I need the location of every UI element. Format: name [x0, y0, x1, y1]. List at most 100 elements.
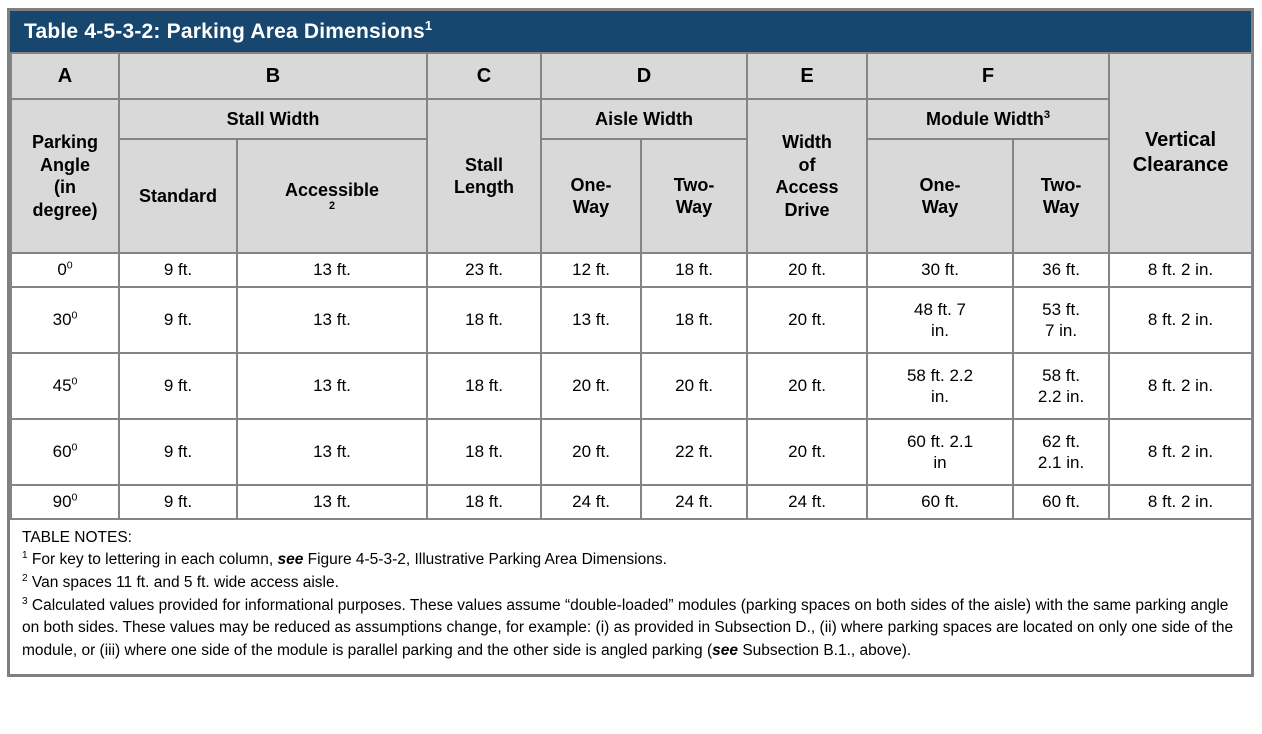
note-text-segment: Van spaces 11 ft. and 5 ft. wide access …: [31, 574, 339, 592]
table-row: 600 9 ft. 13 ft. 18 ft. 20 ft. 22 ft. 20 ft. 60…: [10, 418, 1254, 486]
cell-standard: 9 ft.: [118, 252, 238, 288]
header-standard: Standard: [118, 138, 238, 254]
column-letter-f: F: [866, 52, 1111, 100]
cell-aisle-one-way: 20 ft.: [540, 418, 643, 486]
column-letter-row: A B C D E F Vertical Clearance: [10, 52, 1254, 254]
notes-list: 1 For key to lettering in each column, s…: [22, 549, 1239, 662]
table-header: A B C D E F Vertical Clearance Parking A…: [10, 52, 1254, 254]
table-notes: TABLE NOTES: 1 For key to lettering in e…: [10, 520, 1251, 675]
note-footnote-marker: 3: [22, 595, 28, 607]
cell-stall-length: 18 ft.: [426, 418, 543, 486]
note-text-segment: Figure 4-5-3-2, Illustrative Parking Are…: [303, 551, 667, 569]
cell-standard: 9 ft.: [118, 286, 238, 354]
note-text-segment: Subsection B.1., above).: [738, 641, 912, 659]
header-sub-row: Standard Accessible 2 One- Way Two- Way O…: [11, 138, 1252, 254]
header-module-one-way: One- Way: [866, 138, 1015, 254]
cell-angle: 900: [10, 484, 120, 520]
cell-angle: 00: [10, 252, 120, 288]
cell-access-drive: 20 ft.: [746, 352, 869, 420]
cell-aisle-two-way: 20 ft.: [640, 352, 749, 420]
cell-module-two-way: 58 ft. 2.2 in.: [1012, 352, 1111, 420]
dimensions-table: A B C D E F Vertical Clearance Parking A…: [10, 52, 1254, 520]
cell-aisle-one-way: 12 ft.: [540, 252, 643, 288]
cell-aisle-two-way: 22 ft.: [640, 418, 749, 486]
column-letter-e: E: [746, 52, 869, 100]
table-title-footnote-marker: 1: [424, 18, 433, 33]
note-text-segment: see: [712, 641, 739, 659]
cell-vertical-clearance: 8 ft. 2 in.: [1108, 352, 1254, 420]
cell-accessible: 13 ft.: [235, 286, 429, 354]
degree-superscript: 0: [71, 441, 78, 454]
cell-module-two-way: 60 ft.: [1012, 484, 1111, 520]
cell-stall-length: 18 ft.: [426, 352, 543, 420]
column-letter-b: B: [117, 52, 429, 100]
cell-aisle-one-way: 20 ft.: [540, 352, 643, 420]
cell-stall-length: 18 ft.: [426, 484, 543, 520]
cell-access-drive: 20 ft.: [746, 418, 869, 486]
cell-accessible: 13 ft.: [235, 418, 429, 486]
cell-angle: 450: [10, 352, 120, 420]
table-note: 2 Van spaces 11 ft. and 5 ft. wide acces…: [22, 572, 1239, 595]
table-title-bar: Table 4-5-3-2: Parking Area Dimensions1: [10, 11, 1251, 52]
table-note: 3 Calculated values provided for informa…: [22, 595, 1239, 663]
cell-standard: 9 ft.: [118, 352, 238, 420]
cell-access-drive: 20 ft.: [746, 252, 869, 288]
header-parking-angle: Parking Angle (in degree): [10, 98, 120, 254]
cell-angle: 600: [10, 418, 120, 486]
cell-module-one-way: 30 ft.: [866, 252, 1015, 288]
cell-module-one-way: 48 ft. 7 in.: [866, 286, 1015, 354]
header-accessible: Accessible 2: [235, 138, 429, 254]
note-text-segment: see: [277, 551, 304, 569]
table-row: 300 9 ft. 13 ft. 18 ft. 13 ft. 18 ft. 20 ft. 48…: [10, 286, 1254, 354]
cell-vertical-clearance: 8 ft. 2 in.: [1108, 418, 1254, 486]
notes-heading: TABLE NOTES:: [22, 529, 132, 546]
cell-module-two-way: 36 ft.: [1012, 252, 1111, 288]
cell-accessible: 13 ft.: [235, 484, 429, 520]
column-letter-a: A: [10, 52, 120, 100]
cell-vertical-clearance: 8 ft. 2 in.: [1108, 252, 1254, 288]
degree-superscript: 0: [71, 309, 78, 322]
cell-standard: 9 ft.: [118, 418, 238, 486]
cell-accessible: 13 ft.: [235, 352, 429, 420]
cell-stall-length: 23 ft.: [426, 252, 543, 288]
header-vertical-clearance: Vertical Clearance: [1108, 52, 1254, 254]
cell-module-two-way: 53 ft. 7 in.: [1012, 286, 1111, 354]
header-accessible-label: Accessible: [284, 179, 380, 200]
table-title: Table 4-5-3-2: Parking Area Dimensions: [24, 20, 425, 43]
table-row: 450 9 ft. 13 ft. 18 ft. 20 ft. 20 ft. 20 ft. 58…: [10, 352, 1254, 420]
header-module-width: Module Width3: [866, 98, 1111, 140]
accessible-footnote-marker: 2: [329, 200, 336, 213]
note-footnote-marker: 2: [22, 573, 28, 585]
header-group-row: Parking Angle (in degree) Stall Width St…: [10, 98, 1252, 254]
table-row: 900 9 ft. 13 ft. 18 ft. 24 ft. 24 ft. 24 ft. 60…: [10, 484, 1254, 520]
header-stall-width: Stall Width: [117, 98, 429, 140]
module-width-footnote-marker: 3: [1043, 108, 1051, 121]
cell-module-one-way: 60 ft. 2.1 in: [866, 418, 1015, 486]
degree-superscript: 0: [71, 491, 78, 504]
cell-aisle-two-way: 18 ft.: [640, 286, 749, 354]
parking-dimensions-table: Table 4-5-3-2: Parking Area Dimensions 1 …: [7, 8, 1254, 678]
header-module-two-way: Two- Way: [1012, 138, 1111, 254]
header-stall-length: Stall Length: [426, 98, 543, 254]
note-text-segment: For key to lettering in each column,: [31, 551, 278, 569]
table-body: 00 9 ft. 13 ft. 23 ft. 12 ft. 18 ft. 20 ft. 30 …: [10, 252, 1254, 520]
header-module-width-label: Module Width: [926, 108, 1044, 129]
cell-angle: 300: [10, 286, 120, 354]
cell-access-drive: 24 ft.: [746, 484, 869, 520]
cell-access-drive: 20 ft.: [746, 286, 869, 354]
header-aisle-one-way: One- Way: [540, 138, 643, 254]
cell-aisle-one-way: 24 ft.: [540, 484, 643, 520]
cell-module-one-way: 60 ft.: [866, 484, 1015, 520]
cell-standard: 9 ft.: [118, 484, 238, 520]
cell-aisle-two-way: 24 ft.: [640, 484, 749, 520]
column-letter-d: D: [540, 52, 749, 100]
cell-vertical-clearance: 8 ft. 2 in.: [1108, 484, 1254, 520]
cell-module-one-way: 58 ft. 2.2 in.: [866, 352, 1015, 420]
table-note: 1 For key to lettering in each column, s…: [22, 549, 1239, 572]
cell-stall-length: 18 ft.: [426, 286, 543, 354]
note-text-segment: Calculated values provided for informati…: [22, 596, 1234, 659]
header-aisle-width: Aisle Width: [540, 98, 749, 140]
cell-vertical-clearance: 8 ft. 2 in.: [1108, 286, 1254, 354]
cell-aisle-one-way: 13 ft.: [540, 286, 643, 354]
